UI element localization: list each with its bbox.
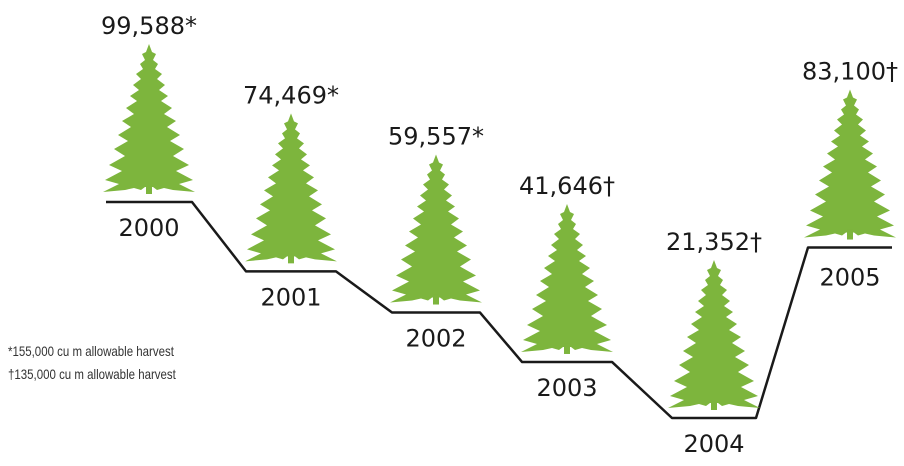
tree-marker-icon xyxy=(804,89,896,240)
year-label: 2000 xyxy=(118,214,179,242)
value-label: 21,352† xyxy=(666,228,762,256)
footnote-1: *155,000 cu m allowable harvest xyxy=(8,343,174,359)
tree-marker-icon xyxy=(521,203,613,354)
footnote-2: †135,000 cu m allowable harvest xyxy=(8,366,176,382)
value-label: 74,469* xyxy=(243,81,339,109)
tree-marker-icon xyxy=(103,44,195,194)
value-label: 83,100† xyxy=(802,58,898,86)
year-label: 2005 xyxy=(819,264,880,292)
value-label: 59,557* xyxy=(388,123,484,151)
tree-marker-icon xyxy=(245,113,337,264)
value-label: 41,646† xyxy=(519,172,615,200)
tree-marker-icon xyxy=(668,260,760,410)
year-label: 2001 xyxy=(260,283,321,311)
year-label: 2004 xyxy=(683,430,744,458)
year-label: 2003 xyxy=(536,374,597,402)
year-label: 2002 xyxy=(405,325,466,353)
step-line xyxy=(106,200,892,420)
value-label: 99,588* xyxy=(101,12,197,40)
tree-marker-icon xyxy=(390,154,482,305)
